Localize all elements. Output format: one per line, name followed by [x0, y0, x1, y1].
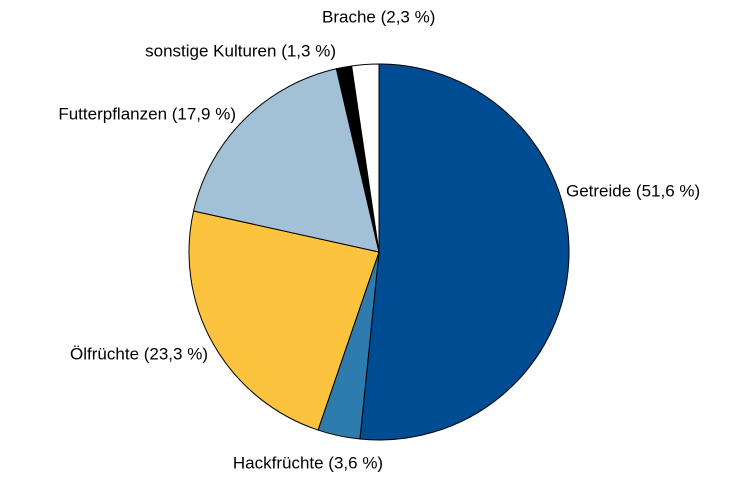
slice-label: sonstige Kulturen (1,3 %): [145, 41, 336, 60]
slice-label: Getreide (51,6 %): [566, 181, 700, 200]
slice-label: Futterpflanzen (17,9 %): [58, 104, 236, 123]
pie-slice: [359, 63, 570, 441]
slice-label: Ölfrüchte (23,3 %): [70, 344, 208, 363]
pie-slice: [351, 63, 380, 253]
pie-slice: [188, 210, 380, 431]
pie-slice: [192, 68, 380, 253]
slice-label: Brache (2,3 %): [322, 7, 435, 26]
slice-label: Hackfrüchte (3,6 %): [233, 453, 383, 472]
